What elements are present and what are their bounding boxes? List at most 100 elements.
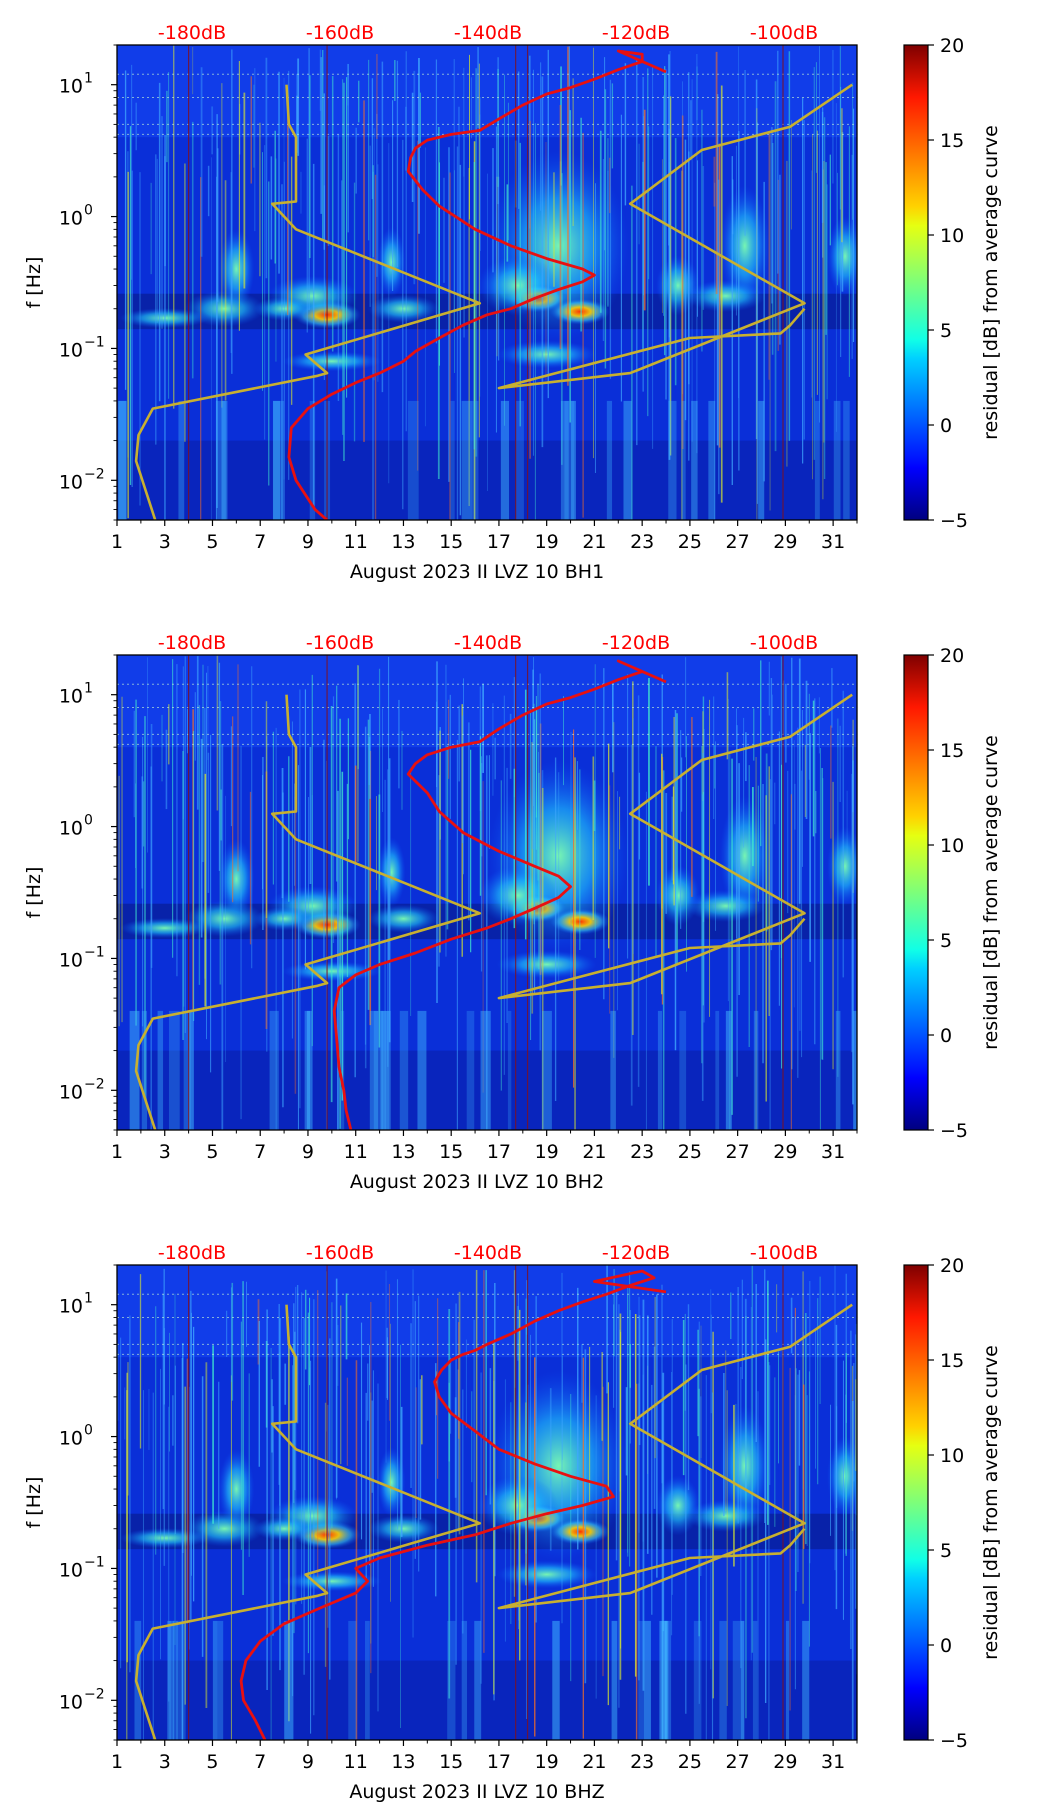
high-frequency-band bbox=[117, 655, 857, 748]
low-frequency-column bbox=[134, 1620, 142, 1740]
top-db-label: -160dB bbox=[306, 22, 374, 44]
x-tick-label: 1 bbox=[111, 1751, 123, 1773]
low-frequency-column bbox=[461, 1620, 468, 1740]
energy-blob bbox=[367, 904, 440, 933]
low-frequency-column bbox=[611, 1620, 618, 1740]
low-frequency-column bbox=[176, 1620, 186, 1740]
y-tick-exponent: 1 bbox=[84, 71, 93, 87]
energy-blob bbox=[478, 255, 559, 316]
low-frequency-column bbox=[381, 1010, 390, 1130]
low-frequency-column bbox=[657, 1010, 663, 1130]
y-tick-label: 10 bbox=[59, 1296, 83, 1318]
energy-blob bbox=[827, 1436, 857, 1517]
x-tick-label: 17 bbox=[487, 1141, 511, 1163]
colorbar-tick-label: 0 bbox=[940, 1025, 952, 1047]
y-tick-exponent: 1 bbox=[84, 681, 93, 697]
top-db-label: -120dB bbox=[602, 1242, 670, 1264]
energy-blob bbox=[496, 340, 597, 369]
x-tick-label: 19 bbox=[535, 1141, 559, 1163]
x-tick-label: 25 bbox=[678, 1751, 702, 1773]
colorbar-tick-label: −5 bbox=[940, 510, 968, 532]
x-tick-label: 31 bbox=[821, 1141, 845, 1163]
x-tick-label: 21 bbox=[582, 531, 606, 553]
x-tick-label: 27 bbox=[726, 1751, 750, 1773]
y-tick-label: 10 bbox=[59, 1081, 83, 1103]
colorbar-gradient bbox=[903, 654, 929, 1131]
spectrogram-image bbox=[117, 655, 857, 1130]
top-db-label: -100dB bbox=[750, 1242, 818, 1264]
x-tick-label: 3 bbox=[159, 1751, 171, 1773]
low-frequency-column bbox=[681, 400, 686, 520]
low-frequency-column bbox=[167, 1620, 171, 1740]
x-tick-label: 11 bbox=[344, 1141, 368, 1163]
top-db-label: -100dB bbox=[750, 22, 818, 44]
low-frequency-column bbox=[693, 1620, 702, 1740]
low-frequency-column bbox=[785, 1620, 790, 1740]
low-frequency-column bbox=[129, 1010, 140, 1130]
low-frequency-column bbox=[638, 1620, 644, 1740]
low-frequency-column bbox=[740, 1620, 745, 1740]
colorbar-tick-label: 5 bbox=[940, 930, 952, 952]
low-frequency-column bbox=[348, 1620, 357, 1740]
x-tick-label: 15 bbox=[439, 1751, 463, 1773]
x-tick-label: 23 bbox=[630, 1141, 654, 1163]
low-frequency-column bbox=[447, 1620, 456, 1740]
low-frequency-column bbox=[732, 1620, 741, 1740]
low-frequency-column bbox=[719, 1620, 727, 1740]
low-frequency-column bbox=[188, 1010, 194, 1130]
median-psd-curve bbox=[332, 659, 667, 1130]
energy-blob bbox=[827, 826, 857, 907]
x-tick-label: 29 bbox=[773, 1141, 797, 1163]
energy-blob bbox=[685, 279, 766, 312]
x-tick-label: 17 bbox=[487, 531, 511, 553]
x-axis-label: August 2023 II LVZ 10 BHZ bbox=[349, 1781, 604, 1803]
low-frequency-column bbox=[659, 1620, 668, 1740]
low-frequency-column bbox=[212, 1620, 218, 1740]
colorbar-tick-label: 20 bbox=[940, 35, 964, 57]
energy-blob bbox=[655, 1475, 700, 1536]
x-axis-label: August 2023 II LVZ 10 BH1 bbox=[350, 561, 604, 583]
low-frequency-column bbox=[500, 400, 510, 520]
low-frequency-column bbox=[843, 400, 850, 520]
top-db-label: -120dB bbox=[602, 22, 670, 44]
x-tick-label: 29 bbox=[773, 1751, 797, 1773]
low-frequency-column bbox=[380, 1010, 391, 1130]
y-tick-exponent: −1 bbox=[84, 334, 105, 350]
energy-blob bbox=[218, 1449, 255, 1530]
colorbar-tick-label: 15 bbox=[940, 1350, 964, 1372]
low-frequency-column bbox=[215, 400, 226, 520]
low-frequency-column bbox=[715, 1010, 720, 1130]
y-tick-label: 10 bbox=[59, 76, 83, 98]
y-axis-label: f [Hz] bbox=[23, 867, 45, 919]
x-tick-label: 31 bbox=[821, 1751, 845, 1773]
low-frequency-column bbox=[679, 1010, 687, 1130]
low-frequency-column bbox=[168, 1010, 180, 1130]
colorbar-2: 20 15 10 5 0 −5 residual [dB] from average cur… bbox=[903, 645, 1002, 1142]
colorbar-label: residual [dB] from average curve bbox=[980, 125, 1002, 440]
low-frequency-column bbox=[273, 400, 285, 520]
energy-blob bbox=[496, 950, 597, 979]
colorbar-gradient bbox=[903, 44, 929, 521]
x-tick-label: 7 bbox=[254, 531, 266, 553]
top-db-label: -180dB bbox=[158, 1242, 226, 1264]
x-tick-label: 7 bbox=[254, 1141, 266, 1163]
low-frequency-column bbox=[725, 1010, 732, 1130]
x-tick-label: 9 bbox=[302, 1141, 314, 1163]
colorbar-tick-label: 15 bbox=[940, 740, 964, 762]
low-noise-model-curve bbox=[134, 1304, 482, 1740]
colorbar-gradient bbox=[903, 1264, 929, 1741]
median-psd-curve bbox=[239, 1269, 667, 1740]
energy-blob bbox=[254, 906, 315, 931]
x-tick-label: 27 bbox=[726, 1141, 750, 1163]
x-tick-label: 11 bbox=[344, 531, 368, 553]
y-tick-exponent: −2 bbox=[84, 1686, 105, 1702]
low-frequency-column bbox=[643, 1620, 651, 1740]
x-tick-label: 23 bbox=[630, 1751, 654, 1773]
low-frequency-column bbox=[221, 400, 228, 520]
low-frequency-column bbox=[284, 1620, 294, 1740]
energy-blob bbox=[478, 865, 559, 926]
x-tick-label: 29 bbox=[773, 531, 797, 553]
colorbar-tick-label: −5 bbox=[940, 1730, 968, 1752]
